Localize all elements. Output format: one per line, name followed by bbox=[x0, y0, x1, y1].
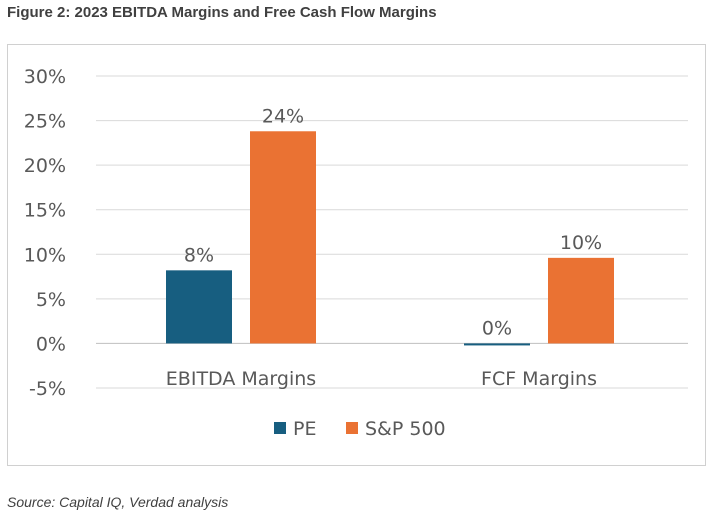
data-label: 8% bbox=[184, 244, 214, 266]
y-tick-label: 15% bbox=[24, 200, 66, 222]
y-tick-label: 25% bbox=[24, 111, 66, 133]
x-category-label: FCF Margins bbox=[481, 368, 597, 390]
legend-swatch-sp500 bbox=[346, 422, 358, 434]
chart-container: 30% 25% 20% 15% 10% 5% 0% -5% 8% 24% 0% 10% EBITDA… bbox=[7, 44, 706, 466]
data-label: 10% bbox=[560, 232, 602, 254]
legend: PE S&P 500 bbox=[274, 418, 446, 440]
bars bbox=[166, 131, 614, 346]
chart-svg: 30% 25% 20% 15% 10% 5% 0% -5% 8% 24% 0% 10% EBITDA… bbox=[24, 66, 688, 440]
bar-sp500-0 bbox=[250, 131, 316, 344]
data-label: 24% bbox=[262, 105, 304, 127]
legend-label-sp500: S&P 500 bbox=[365, 418, 446, 440]
source-note: Source: Capital IQ, Verdad analysis bbox=[7, 494, 229, 510]
bar-pe-1 bbox=[464, 343, 530, 346]
y-tick-label: 20% bbox=[24, 155, 66, 177]
legend-label-pe: PE bbox=[293, 418, 316, 440]
y-axis-ticks: 30% 25% 20% 15% 10% 5% 0% -5% bbox=[24, 66, 66, 400]
figure-title: Figure 2: 2023 EBITDA Margins and Free C… bbox=[7, 4, 437, 21]
data-labels: 8% 24% 0% 10% bbox=[184, 105, 602, 339]
y-tick-label: -5% bbox=[29, 378, 66, 400]
y-tick-label: 30% bbox=[24, 66, 66, 88]
x-axis-categories: EBITDA Margins FCF Margins bbox=[166, 368, 597, 390]
x-category-label: EBITDA Margins bbox=[166, 368, 316, 390]
data-label: 0% bbox=[482, 317, 512, 339]
legend-swatch-pe bbox=[274, 422, 286, 434]
bar-pe-0 bbox=[166, 270, 232, 344]
y-tick-label: 5% bbox=[36, 289, 66, 311]
bar-sp500-1 bbox=[548, 257, 614, 344]
y-tick-label: 0% bbox=[36, 333, 66, 355]
y-tick-label: 10% bbox=[24, 244, 66, 266]
